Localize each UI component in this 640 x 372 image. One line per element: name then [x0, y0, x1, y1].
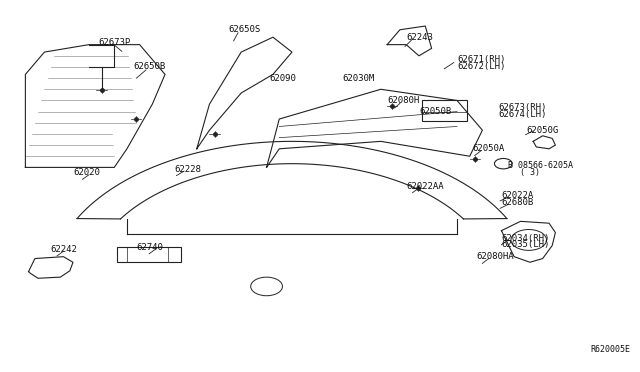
Text: 62020: 62020: [73, 169, 100, 177]
Text: 62650S: 62650S: [228, 25, 260, 34]
Text: 62674(LH): 62674(LH): [499, 110, 547, 119]
Text: ( 3): ( 3): [520, 169, 540, 177]
Text: 62673(RH): 62673(RH): [499, 103, 547, 112]
Text: 62030M: 62030M: [343, 74, 375, 83]
Text: 62022AA: 62022AA: [406, 182, 444, 190]
Text: 62022A: 62022A: [501, 191, 534, 200]
Text: 62034(RH): 62034(RH): [501, 234, 550, 243]
Text: 62671(RH): 62671(RH): [457, 55, 506, 64]
Text: R620005E: R620005E: [590, 345, 630, 354]
Text: 62050A: 62050A: [473, 144, 505, 153]
Text: 62228: 62228: [175, 165, 202, 174]
Text: 62035(LH): 62035(LH): [501, 240, 550, 249]
Text: 62672(LH): 62672(LH): [457, 62, 506, 71]
Text: 62680B: 62680B: [501, 198, 534, 207]
Text: 62650B: 62650B: [133, 62, 166, 71]
Text: 62673P: 62673P: [99, 38, 131, 47]
Text: 62243: 62243: [406, 33, 433, 42]
Text: 62740: 62740: [136, 243, 163, 252]
Text: 62050G: 62050G: [527, 126, 559, 135]
Text: 62050B: 62050B: [419, 107, 451, 116]
Text: 62080HA: 62080HA: [476, 252, 514, 261]
Bar: [117, 247, 181, 262]
Text: 62242: 62242: [51, 245, 77, 254]
Bar: [422, 100, 467, 121]
Text: B 08566-6205A: B 08566-6205A: [508, 161, 573, 170]
Text: 62090: 62090: [269, 74, 296, 83]
Text: 62080H: 62080H: [387, 96, 419, 105]
